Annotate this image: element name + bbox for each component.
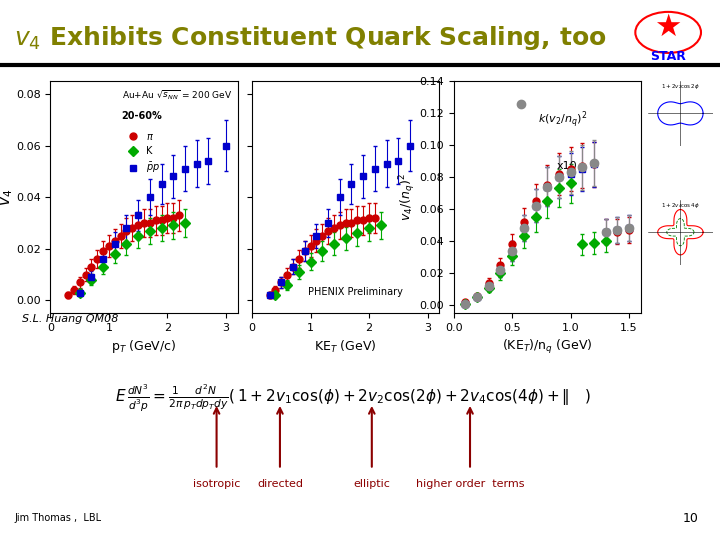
- Text: 10: 10: [683, 512, 698, 525]
- Text: x10: x10: [557, 161, 577, 171]
- Text: $v_4$ Exhibits Constituent Quark Scaling, too: $v_4$ Exhibits Constituent Quark Scaling…: [14, 24, 606, 52]
- Text: $E\,\frac{dN^3}{d^3p} = \frac{1}{2\pi}\frac{d^2N}{p_T dp_T dy}\left(\,1 + 2v_1\c: $E\,\frac{dN^3}{d^3p} = \frac{1}{2\pi}\f…: [115, 383, 590, 414]
- Y-axis label: $v_4/(n_q)^2$: $v_4/(n_q)^2$: [397, 173, 418, 221]
- Text: higher order  terms: higher order terms: [415, 478, 524, 489]
- Y-axis label: $v_4$: $v_4$: [0, 188, 14, 206]
- Text: $k(v_2/n_q)^2$: $k(v_2/n_q)^2$: [538, 109, 587, 130]
- Text: $1+2v_2\cos 2\phi$: $1+2v_2\cos 2\phi$: [661, 82, 700, 91]
- X-axis label: KE$_T$ (GeV): KE$_T$ (GeV): [315, 339, 377, 355]
- Text: Au+Au $\sqrt{s_{NN}}$ = 200 GeV: Au+Au $\sqrt{s_{NN}}$ = 200 GeV: [122, 88, 232, 100]
- Text: 20-60%: 20-60%: [122, 111, 162, 121]
- Text: STAR: STAR: [650, 50, 686, 63]
- Text: PHENIX Preliminary: PHENIX Preliminary: [308, 287, 403, 297]
- Text: $1+2v_4\cos 4\phi$: $1+2v_4\cos 4\phi$: [661, 201, 700, 210]
- Text: isotropic: isotropic: [193, 478, 240, 489]
- Text: Jim Thomas ,  LBL: Jim Thomas , LBL: [14, 514, 102, 523]
- X-axis label: p$_T$ (GeV/c): p$_T$ (GeV/c): [112, 339, 176, 355]
- X-axis label: (KE$_T$)/n$_q$ (GeV): (KE$_T$)/n$_q$ (GeV): [502, 339, 593, 356]
- Text: ★: ★: [654, 12, 682, 42]
- Text: directed: directed: [257, 478, 303, 489]
- Text: S.L. Huang QM08: S.L. Huang QM08: [22, 314, 118, 323]
- Text: elliptic: elliptic: [354, 478, 390, 489]
- Legend: $\pi$, K, $\bar{p}p$: $\pi$, K, $\bar{p}p$: [125, 127, 163, 179]
